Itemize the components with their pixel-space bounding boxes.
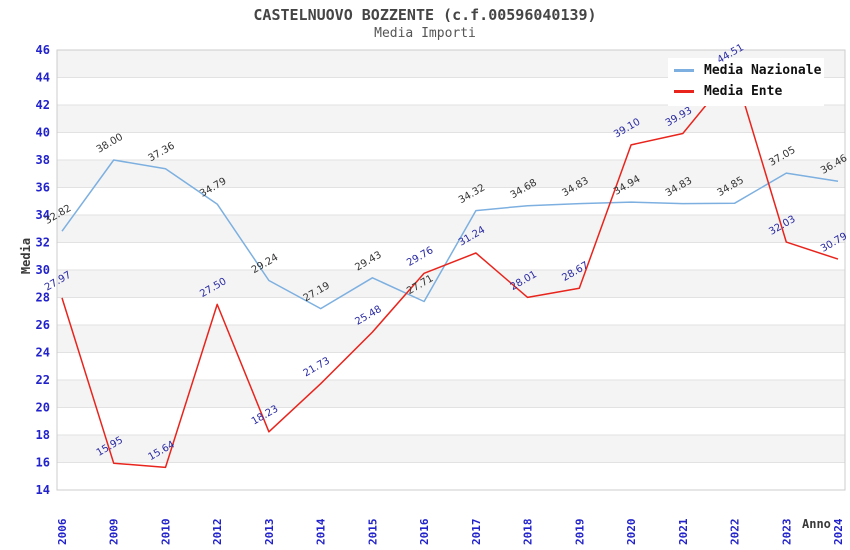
band xyxy=(57,462,845,490)
x-tick-label: 2012 xyxy=(211,519,224,546)
y-tick-label: 18 xyxy=(36,428,50,442)
y-tick-label: 38 xyxy=(36,153,50,167)
band xyxy=(57,215,845,243)
x-axis-label: Anno xyxy=(802,517,831,531)
plot-frame xyxy=(56,49,846,491)
band xyxy=(57,435,845,463)
band xyxy=(57,270,845,298)
x-tick-label: 2021 xyxy=(677,518,690,545)
y-axis-label: Media xyxy=(19,237,33,275)
band xyxy=(57,187,845,215)
y-tick-label: 24 xyxy=(36,346,50,360)
y-tick-label: 32 xyxy=(36,236,50,250)
x-tick-label: 2006 xyxy=(56,518,69,545)
x-tick-label: 2023 xyxy=(780,519,793,546)
legend: Media Nazionale Media Ente xyxy=(668,58,824,106)
series-line-media-nazionale xyxy=(61,159,839,310)
x-tick-label: 2024 xyxy=(832,518,845,545)
y-tick-label: 14 xyxy=(36,483,50,497)
y-tick-label: 44 xyxy=(36,71,50,85)
x-tick-label: 2020 xyxy=(625,519,638,546)
x-tick-label: 2022 xyxy=(729,519,742,546)
band xyxy=(57,352,845,380)
legend-item-media-nazionale: Media Nazionale xyxy=(674,60,824,81)
band xyxy=(57,325,845,353)
y-tick-label: 40 xyxy=(36,126,50,140)
y-tick-label: 20 xyxy=(36,401,50,415)
band xyxy=(57,105,845,133)
band xyxy=(57,132,845,160)
y-tick-label: 30 xyxy=(36,263,50,277)
band xyxy=(57,407,845,435)
y-tick-label: 34 xyxy=(36,208,50,222)
legend-label-media-ente: Media Ente xyxy=(704,84,783,99)
legend-item-media-ente: Media Ente xyxy=(674,81,824,102)
y-tick-label: 22 xyxy=(36,373,50,387)
legend-swatch-media-ente xyxy=(674,90,694,93)
x-tick-label: 2009 xyxy=(108,519,121,546)
legend-label-media-nazionale: Media Nazionale xyxy=(704,63,822,78)
band xyxy=(57,297,845,325)
x-tick-label: 2016 xyxy=(418,518,431,545)
band xyxy=(57,380,845,408)
band xyxy=(57,160,845,188)
x-tick-label: 2018 xyxy=(522,519,535,546)
y-tick-label: 36 xyxy=(36,181,50,195)
chart-title: CASTELNUOVO BOZZENTE (c.f.00596040139) xyxy=(253,6,597,24)
y-tick-label: 42 xyxy=(36,98,50,112)
y-tick-label: 26 xyxy=(36,318,50,332)
x-tick-label: 2019 xyxy=(573,519,586,546)
y-tick-label: 28 xyxy=(36,291,50,305)
x-tick-label: 2017 xyxy=(470,519,483,546)
legend-swatch-media-nazionale xyxy=(674,69,694,72)
x-tick-label: 2010 xyxy=(159,519,172,546)
x-tick-label: 2014 xyxy=(315,518,328,545)
y-tick-label: 46 xyxy=(36,43,50,57)
chart-subtitle: Media Importi xyxy=(374,26,476,41)
x-tick-label: 2015 xyxy=(366,519,379,546)
x-tick-label: 2013 xyxy=(263,519,276,546)
band xyxy=(57,242,845,270)
y-tick-label: 16 xyxy=(36,456,50,470)
